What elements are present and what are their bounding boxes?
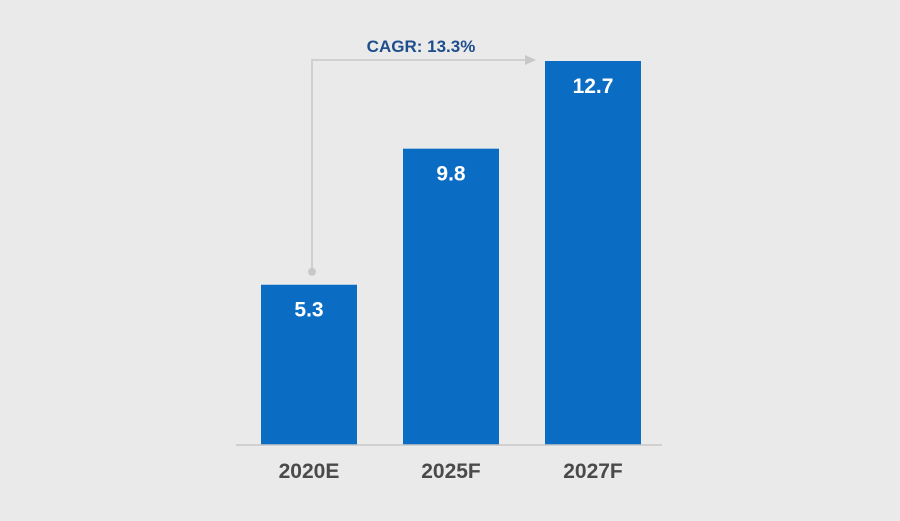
- connector-line: [311, 59, 527, 272]
- bar-2020e: [261, 284, 357, 445]
- bar-value-label-2027f: 12.7: [573, 75, 614, 98]
- bars-group: [261, 61, 641, 445]
- connector-arrowhead: [525, 55, 536, 65]
- cagr-connector: [308, 55, 536, 276]
- bar-2027f: [545, 61, 641, 445]
- category-label-2020e: 2020E: [279, 460, 340, 483]
- bar-value-label-2020e: 5.3: [294, 299, 323, 322]
- category-label-2025f: 2025F: [421, 460, 481, 483]
- cagr-annotation-label: CAGR: 13.3%: [367, 37, 476, 56]
- labels-group: 5.3 2020E 9.8 2025F 12.7 2027F: [279, 75, 623, 483]
- connector-start-dot: [308, 267, 316, 276]
- category-label-2027f: 2027F: [563, 460, 623, 483]
- bar-2025f: [403, 148, 499, 445]
- bar-value-label-2025f: 9.8: [436, 163, 466, 186]
